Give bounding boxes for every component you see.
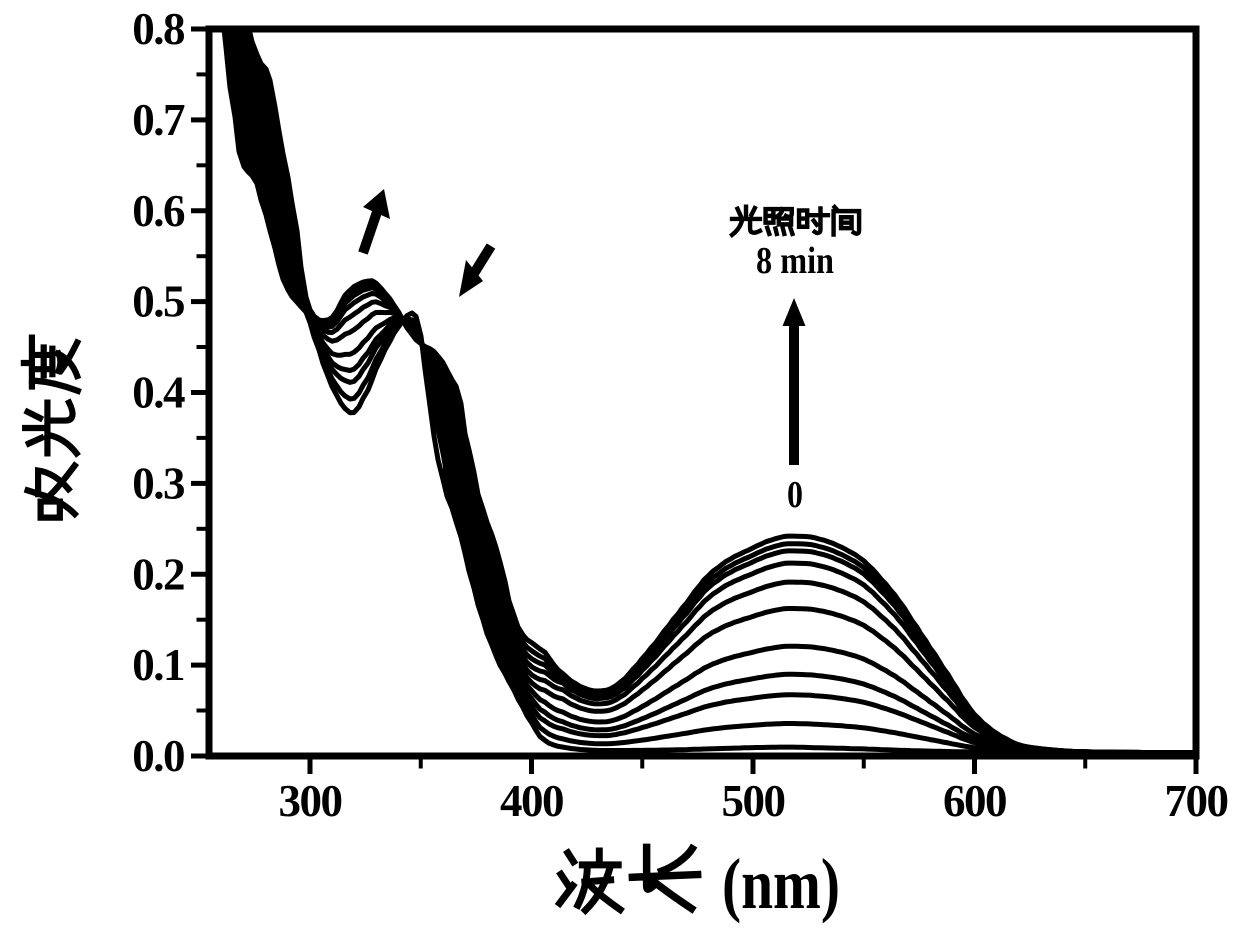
svg-text:0.7: 0.7 xyxy=(132,95,185,145)
svg-text:0.1: 0.1 xyxy=(132,640,184,690)
svg-text:0.4: 0.4 xyxy=(132,368,185,418)
svg-text:700: 700 xyxy=(1165,776,1228,826)
svg-text:0.8: 0.8 xyxy=(132,4,184,54)
svg-text:8 min: 8 min xyxy=(756,240,834,282)
svg-text:0: 0 xyxy=(787,474,803,516)
svg-text:400: 400 xyxy=(500,776,563,826)
svg-text:500: 500 xyxy=(722,776,785,826)
svg-text:600: 600 xyxy=(943,776,1006,826)
svg-text:0.3: 0.3 xyxy=(132,458,184,508)
svg-text:(nm): (nm) xyxy=(722,844,840,924)
svg-text:0.5: 0.5 xyxy=(132,277,184,327)
svg-text:300: 300 xyxy=(279,776,342,826)
svg-text:0.2: 0.2 xyxy=(132,549,184,599)
svg-text:0.0: 0.0 xyxy=(132,731,184,781)
svg-text:0.6: 0.6 xyxy=(132,186,185,236)
